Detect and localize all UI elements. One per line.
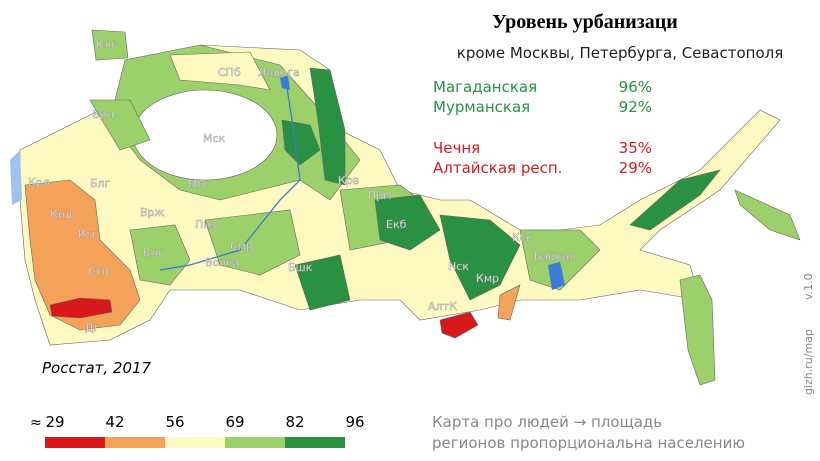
legend-tick: 42 [105, 413, 124, 431]
legend-tick: 82 [285, 413, 304, 431]
title: Уровень урбанизаци [492, 11, 678, 33]
region-label: Дг [85, 321, 100, 334]
region-label: Кск [512, 231, 533, 244]
region-label: Кмр [476, 272, 499, 285]
region [439, 214, 521, 301]
legend-swatch [225, 437, 285, 448]
region [309, 67, 346, 186]
region-label: Нск [448, 260, 469, 273]
legend-tick: 56 [165, 413, 184, 431]
region-label: Крв [338, 174, 359, 187]
region-label: Екб [386, 218, 407, 231]
region-label: Влг [143, 246, 164, 259]
region-label: Ладога [258, 66, 300, 79]
rank-value: 35% [619, 139, 652, 157]
region [49, 297, 113, 319]
legend-swatch [285, 437, 345, 448]
region-label: Волга [205, 256, 239, 269]
region [89, 99, 151, 151]
legend-swatch [165, 437, 225, 448]
region-label: Блг [90, 177, 111, 190]
subtitle: кроме Москвы, Петербурга, Севастополя [457, 44, 783, 62]
rank-name: Чечня [433, 139, 480, 157]
region-label: Кнд [50, 208, 73, 221]
rank-value: 96% [619, 78, 652, 96]
site: gizh.ru/map [802, 329, 815, 395]
region-label: Брн [92, 108, 114, 121]
region [24, 179, 141, 331]
region-label: СПб [218, 66, 241, 79]
source: Росстат, 2017 [42, 359, 152, 377]
region-label: Байкал [534, 250, 576, 263]
region [129, 224, 191, 286]
region-label: МО [188, 178, 206, 191]
rank-name: Магаданская [433, 78, 537, 96]
region [439, 311, 479, 339]
region [294, 254, 351, 311]
region [519, 229, 601, 291]
legend-swatch [105, 437, 165, 448]
region [629, 169, 721, 231]
legend-tick: 29 [45, 413, 64, 431]
region [204, 209, 301, 276]
rank-name: Мурманская [433, 98, 530, 116]
region-label: Крл [28, 176, 50, 189]
region [734, 189, 801, 241]
region-label: Бшк [288, 261, 313, 274]
region-label: Клг [96, 38, 117, 51]
region-label: Стп [88, 265, 109, 278]
region-label: Мск [203, 132, 226, 145]
sea [10, 150, 22, 205]
note: регионов пропорциональна населению [432, 434, 745, 452]
region [374, 194, 441, 251]
region-label: АлтК [428, 300, 457, 313]
river [159, 74, 301, 271]
rank-value: 29% [619, 159, 652, 177]
region [497, 284, 521, 321]
region [91, 29, 129, 61]
note: Карта про людей → площадь [432, 413, 662, 431]
legend-swatch [45, 437, 105, 448]
region-label: Рст [78, 228, 98, 241]
version: v.1.0 [802, 273, 815, 300]
legend-tick: 69 [225, 413, 244, 431]
legend-tick: 96 [345, 413, 364, 431]
rank-value: 92% [619, 98, 652, 116]
region-label: Смр [230, 240, 253, 253]
lake [280, 76, 290, 90]
region [679, 274, 716, 386]
region-label: Врж [140, 206, 165, 219]
region-label: Пнз [195, 218, 216, 231]
region-label: Прм [368, 189, 392, 202]
region [281, 119, 321, 166]
region [169, 51, 271, 91]
rank-name: Алтайская респ. [433, 159, 562, 177]
map [10, 29, 801, 386]
lake [548, 262, 565, 290]
legend-approx: ≈ [30, 415, 42, 431]
